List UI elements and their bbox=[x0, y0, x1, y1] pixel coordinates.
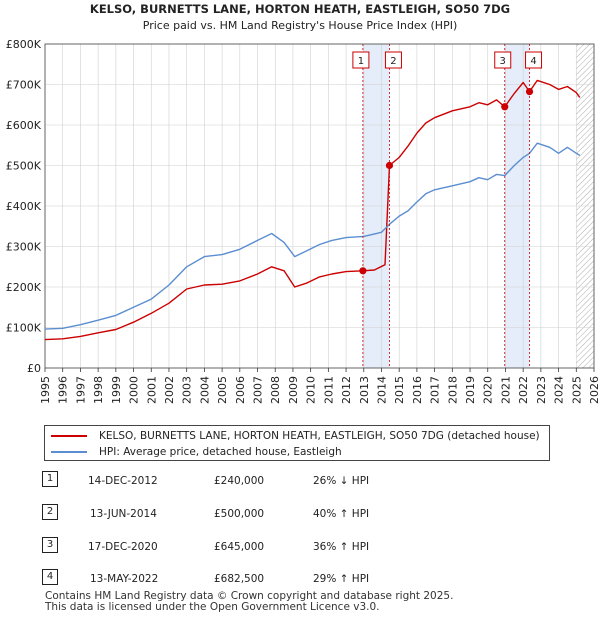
chart-title: KELSO, BURNETTS LANE, HORTON HEATH, EAST… bbox=[90, 2, 510, 16]
sale-price: £500,000 bbox=[214, 508, 265, 520]
x-tick-label: 2020 bbox=[482, 376, 495, 404]
series-line-property bbox=[44, 79, 581, 341]
sale-date: 14-DEC-2012 bbox=[88, 475, 158, 487]
x-tick-label: 2005 bbox=[216, 376, 229, 404]
legend-item-hpi: HPI: Average price, detached house, East… bbox=[51, 444, 342, 460]
footer-line-copyright: Contains HM Land Registry data © Crown c… bbox=[45, 590, 454, 602]
x-tick-label: 1998 bbox=[92, 376, 105, 404]
sale-point bbox=[525, 87, 534, 96]
y-tick-label: £100K bbox=[6, 322, 42, 335]
sale-point bbox=[501, 103, 509, 111]
x-tick-label: 2009 bbox=[287, 376, 300, 404]
x-tick-label: 2019 bbox=[464, 376, 477, 404]
sale-marker-badge bbox=[384, 51, 402, 69]
sale-hpi-diff: 40% ↑ HPI bbox=[313, 508, 370, 520]
x-tick-label: 2018 bbox=[446, 376, 459, 404]
sale-date: 17-DEC-2020 bbox=[88, 541, 158, 553]
sale-date: 13-MAY-2022 bbox=[90, 573, 159, 585]
sale-marker-label: 3 bbox=[500, 56, 506, 67]
legend: KELSO, BURNETTS LANE, HORTON HEATH, EAST… bbox=[44, 425, 550, 461]
sale-number-badge: 4 bbox=[42, 569, 58, 585]
x-tick-label: 2021 bbox=[499, 376, 512, 404]
x-tick-label: 2016 bbox=[411, 376, 424, 404]
table-row: 2 13-JUN-2014 £500,000 40% ↑ HPI bbox=[0, 503, 600, 527]
y-tick-label: £400K bbox=[6, 200, 42, 213]
legend-line-hpi bbox=[51, 451, 87, 453]
legend-line-property bbox=[51, 435, 87, 437]
price-chart: KELSO, BURNETTS LANE, HORTON HEATH, EAST… bbox=[6, 2, 600, 404]
x-tick-label: 2006 bbox=[234, 376, 247, 404]
legend-label-hpi: HPI: Average price, detached house, East… bbox=[99, 446, 342, 458]
sale-hpi-diff: 36% ↑ HPI bbox=[313, 541, 370, 553]
x-tick-label: 1996 bbox=[57, 376, 70, 404]
y-tick-label: £300K bbox=[6, 241, 42, 254]
x-tick-label: 2014 bbox=[375, 376, 388, 404]
sale-marker-label: 1 bbox=[358, 56, 364, 67]
sale-marker-badge bbox=[352, 51, 370, 69]
y-tick-label: £800K bbox=[6, 38, 42, 51]
x-tick-label: 2000 bbox=[128, 376, 141, 404]
sale-number-badge: 3 bbox=[42, 537, 58, 553]
x-tick-label: 2024 bbox=[553, 376, 566, 404]
footer-line-licence: This data is licensed under the Open Gov… bbox=[45, 601, 380, 613]
y-tick-label: £600K bbox=[6, 119, 42, 132]
sale-price: £645,000 bbox=[214, 541, 265, 553]
x-tick-label: 2004 bbox=[198, 376, 211, 404]
sale-hpi-diff: 29% ↑ HPI bbox=[313, 573, 370, 585]
x-tick-label: 1997 bbox=[74, 376, 87, 404]
x-tick-label: 1995 bbox=[39, 376, 52, 404]
x-tick-label: 2002 bbox=[163, 376, 176, 404]
legend-item-property: KELSO, BURNETTS LANE, HORTON HEATH, EAST… bbox=[51, 428, 540, 444]
sale-point bbox=[385, 161, 394, 170]
sale-number-badge: 1 bbox=[42, 471, 58, 487]
sale-price: £240,000 bbox=[214, 475, 265, 487]
y-tick-label: £700K bbox=[6, 79, 42, 92]
sale-date: 13-JUN-2014 bbox=[90, 508, 157, 520]
table-row: 3 17-DEC-2020 £645,000 36% ↑ HPI bbox=[0, 536, 600, 560]
sale-number-badge: 2 bbox=[42, 504, 58, 520]
x-tick-label: 2013 bbox=[358, 376, 371, 404]
sale-marker-label: 4 bbox=[530, 56, 536, 67]
y-tick-label: £500K bbox=[6, 160, 42, 173]
x-tick-label: 2026 bbox=[588, 376, 600, 404]
table-row: 4 13-MAY-2022 £682,500 29% ↑ HPI bbox=[0, 568, 600, 592]
sale-price: £682,500 bbox=[214, 573, 265, 585]
plot-border bbox=[44, 43, 595, 369]
x-tick-label: 2015 bbox=[393, 376, 406, 404]
x-tick-label: 2001 bbox=[145, 376, 158, 404]
sale-marker-label: 2 bbox=[390, 56, 396, 67]
footer-attribution: Contains HM Land Registry data © Crown c… bbox=[45, 591, 453, 613]
series-line-hpi bbox=[44, 142, 581, 330]
x-tick-label: 2017 bbox=[429, 376, 442, 404]
x-tick-label: 1999 bbox=[110, 376, 123, 404]
y-tick-label: £200K bbox=[6, 281, 42, 294]
sale-hpi-diff: 26% ↓ HPI bbox=[313, 475, 370, 487]
x-tick-label: 2023 bbox=[535, 376, 548, 404]
x-tick-label: 2022 bbox=[517, 376, 530, 404]
x-tick-label: 2012 bbox=[340, 376, 353, 404]
legend-label-property: KELSO, BURNETTS LANE, HORTON HEATH, EAST… bbox=[99, 430, 540, 442]
x-tick-label: 2007 bbox=[252, 376, 265, 404]
sale-point bbox=[359, 267, 367, 275]
x-tick-label: 2008 bbox=[269, 376, 282, 404]
sale-marker-badge bbox=[525, 51, 543, 69]
x-tick-label: 2011 bbox=[322, 376, 335, 404]
x-tick-label: 2010 bbox=[305, 376, 318, 404]
x-tick-label: 2003 bbox=[181, 376, 194, 404]
sale-marker-badge bbox=[494, 51, 512, 69]
chart-subtitle: Price paid vs. HM Land Registry's House … bbox=[143, 19, 458, 32]
table-row: 1 14-DEC-2012 £240,000 26% ↓ HPI bbox=[0, 470, 600, 494]
y-tick-label: £0 bbox=[27, 362, 41, 375]
x-tick-label: 2025 bbox=[570, 376, 583, 404]
